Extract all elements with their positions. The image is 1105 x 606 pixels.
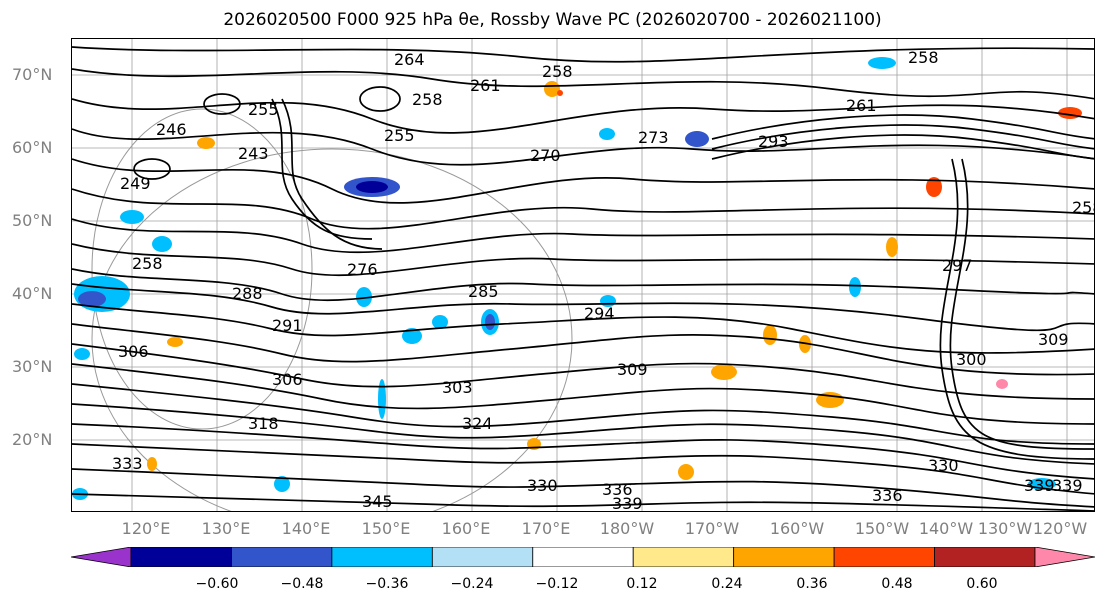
contour-label: 255	[384, 126, 415, 145]
contour-label: 339	[1024, 476, 1055, 495]
contour-label: 258	[542, 62, 573, 81]
colorbar-segment	[71, 547, 132, 567]
colorbar-tick: 0.60	[966, 576, 998, 592]
colorbar-segment	[431, 547, 534, 567]
contour-label: 264	[394, 50, 425, 69]
map-title: 2026020500 F000 925 hPa θe, Rossby Wave …	[223, 10, 882, 30]
contour-label: 276	[347, 260, 378, 279]
contour-label: 330	[928, 456, 959, 475]
contour-label: 309	[617, 360, 648, 379]
colorbar-segment	[1034, 547, 1095, 567]
colorbar-tick: −0.24	[450, 576, 494, 592]
contour-label: 261	[846, 96, 877, 115]
contour-label: 258	[1072, 198, 1095, 217]
lon-label: 150°W	[854, 519, 910, 538]
lat-label: 50°N	[12, 211, 53, 230]
colorbar-tick: −0.48	[280, 576, 324, 592]
contour-label: 258	[908, 48, 939, 67]
lon-label: 160°E	[441, 519, 491, 538]
contour-label: 324	[462, 414, 493, 433]
graticule	[72, 39, 1094, 511]
colorbar-segment	[632, 547, 735, 567]
contour-label: 300	[956, 350, 987, 369]
contour-label: 303	[442, 378, 473, 397]
contour-label: 270	[530, 146, 561, 165]
lat-label: 20°N	[12, 430, 53, 449]
contour-label: 294	[584, 304, 615, 323]
contour-label: 249	[120, 174, 151, 193]
lon-label: 150°E	[361, 519, 411, 538]
contour-label: 285	[468, 282, 499, 301]
colorbar-tick: 0.48	[881, 576, 913, 592]
lon-label: 120°W	[1032, 519, 1088, 538]
contour-label: 273	[638, 128, 669, 147]
colorbar-tick: 0.24	[711, 576, 743, 592]
contour-label: 297	[942, 256, 973, 275]
map-plot-area[interactable]: 258 264 261 258 258 255 246 243 255 270 …	[71, 38, 1095, 512]
lon-label: 130°W	[977, 519, 1033, 538]
lon-label: 140°W	[918, 519, 974, 538]
colorbar-segment	[733, 547, 835, 567]
contour-label: 336	[602, 480, 633, 499]
colorbar	[71, 547, 1095, 567]
contour-labels: 258 264 261 258 258 255 246 243 255 270 …	[112, 48, 1095, 512]
contour-label: 306	[118, 342, 149, 361]
colorbar-tick: −0.36	[365, 576, 409, 592]
contour-label: 291	[272, 316, 303, 335]
colorbar-segment	[833, 547, 935, 567]
contour-label: 318	[248, 414, 279, 433]
lat-label: 60°N	[12, 138, 53, 157]
lon-label: 170°E	[521, 519, 571, 538]
contour-label: 306	[272, 370, 303, 389]
anomaly-shading	[72, 57, 1082, 500]
lon-label: 140°E	[281, 519, 331, 538]
contour-label: 243	[238, 144, 269, 163]
contour-label: 333	[112, 454, 143, 473]
projection-arcs	[91, 108, 573, 511]
lon-label: 180°W	[599, 519, 655, 538]
colorbar-segment	[231, 547, 333, 567]
lon-label: 160°W	[769, 519, 825, 538]
lat-label: 30°N	[12, 357, 53, 376]
contour-label: 288	[232, 284, 263, 303]
colorbar-tick: −0.12	[535, 576, 579, 592]
contour-label: 309	[1038, 330, 1069, 349]
lon-label: 170°W	[684, 519, 740, 538]
contour-label: 339	[612, 494, 643, 512]
contour-label: 293	[758, 132, 789, 151]
colorbar-segment	[130, 547, 232, 567]
colorbar-segment	[331, 547, 433, 567]
colorbar-tick: 0.36	[796, 576, 828, 592]
theta-e-contours	[72, 46, 1094, 511]
lat-label: 40°N	[12, 284, 53, 303]
contour-label: 345	[362, 492, 393, 511]
contour-label: 261	[470, 76, 501, 95]
map-svg: 258 264 261 258 258 255 246 243 255 270 …	[72, 39, 1095, 512]
contour-label: 330	[527, 476, 558, 495]
contour-label: 258	[132, 254, 163, 273]
contour-label: 339	[1052, 476, 1083, 495]
colorbar-segment	[934, 547, 1036, 567]
contour-label: 336	[872, 486, 903, 505]
lon-label: 130°E	[201, 519, 251, 538]
lon-label: 120°E	[121, 519, 171, 538]
colorbar-segment	[532, 547, 634, 567]
contour-label: 255	[248, 100, 279, 119]
contour-label: 258	[412, 90, 443, 109]
lat-label: 70°N	[12, 65, 53, 84]
colorbar-tick: −0.60	[195, 576, 239, 592]
colorbar-tick: 0.12	[626, 576, 658, 592]
contour-label: 246	[156, 120, 187, 139]
